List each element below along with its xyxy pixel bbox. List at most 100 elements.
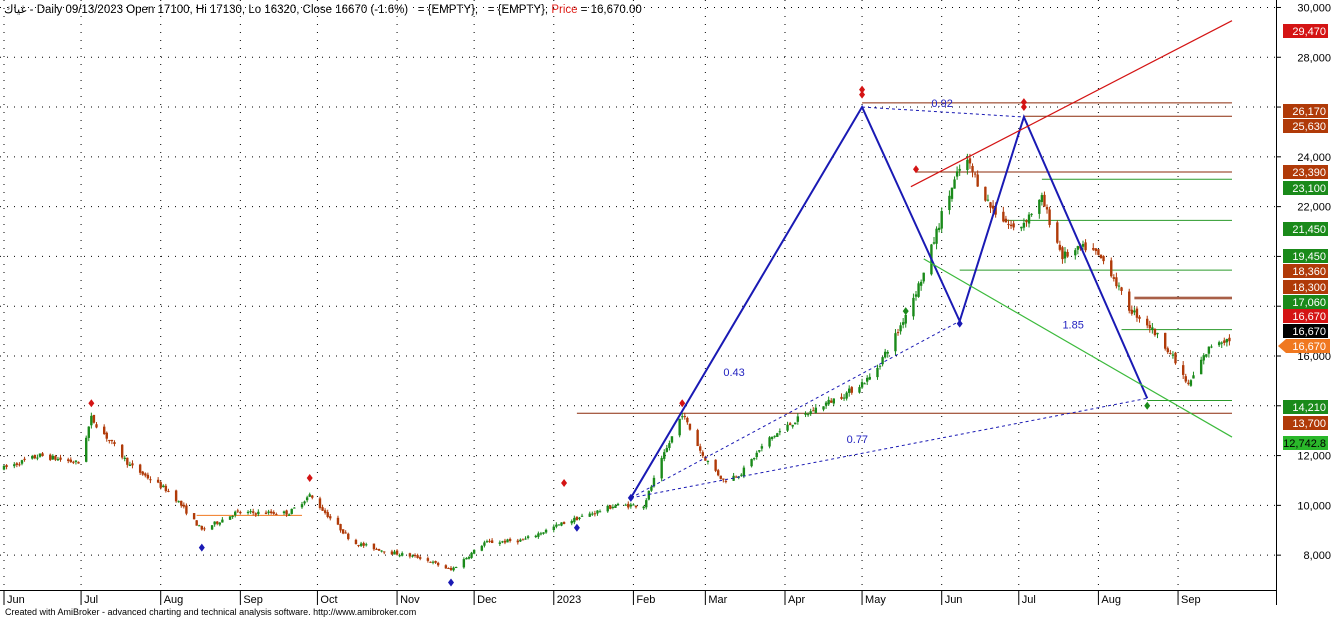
- candle-body: [375, 548, 378, 550]
- ratio-label: 0.77: [847, 434, 868, 446]
- candle-body: [365, 544, 368, 546]
- candle-body: [210, 525, 214, 530]
- price-tag: 25,630: [1283, 119, 1328, 133]
- ratio-label: 0.43: [723, 367, 744, 379]
- candle-body: [454, 567, 458, 569]
- candle-body: [123, 457, 126, 459]
- x-axis: Jun Jul Aug Sep Oct Nov Dec 2023 Feb Mar Apr May Jun…: [3, 590, 1201, 606]
- candle-body: [90, 415, 93, 426]
- candle-body: [953, 179, 956, 189]
- candle-body: [976, 174, 979, 187]
- price-tag-label: 21,450: [1292, 224, 1326, 236]
- candle-body: [914, 294, 918, 297]
- candle-body: [503, 540, 507, 543]
- candle-body: [444, 565, 448, 569]
- candle-body: [120, 444, 124, 458]
- price-tag: 23,100: [1283, 181, 1328, 195]
- candle-body: [357, 545, 360, 547]
- candle-body: [418, 557, 422, 559]
- price-tag: 13,700: [1283, 416, 1328, 430]
- y-tick-label: 10,000: [1297, 500, 1331, 512]
- price-tag: 16,670: [1283, 309, 1328, 323]
- candle-body: [218, 522, 221, 525]
- candle-body: [683, 416, 686, 418]
- candle-body: [919, 281, 923, 286]
- candle-body: [958, 168, 961, 171]
- candle-body: [755, 452, 758, 458]
- candle-body: [1151, 327, 1154, 330]
- candle-body: [1009, 224, 1013, 227]
- candle-body: [177, 501, 180, 503]
- candle-body: [141, 471, 144, 475]
- candle-body: [663, 452, 666, 459]
- candle-body: [704, 457, 707, 461]
- candle-body: [984, 186, 987, 201]
- x-tick-label: Aug: [1101, 594, 1121, 606]
- candle-body: [688, 423, 692, 430]
- candle-body: [1138, 316, 1141, 319]
- candle-body: [1120, 287, 1123, 291]
- candle-body: [1002, 211, 1005, 222]
- candle-body: [275, 514, 278, 516]
- candle-body: [311, 495, 314, 498]
- candle-body: [894, 333, 897, 352]
- candle-body: [832, 398, 835, 404]
- x-tick-label: May: [865, 594, 886, 606]
- candle-body: [67, 459, 70, 461]
- candle-body: [329, 516, 332, 519]
- candle-body: [555, 524, 558, 527]
- y-tick-label: 16,000: [1297, 351, 1331, 363]
- candle-body: [966, 159, 969, 171]
- candle-body: [645, 500, 648, 508]
- candle-body: [904, 314, 907, 324]
- candle-body: [1153, 328, 1157, 336]
- candle-body: [180, 500, 183, 506]
- candle-body: [922, 272, 925, 282]
- price-tag-label: 12,742.8: [1283, 438, 1326, 450]
- price-tag-label: 16,670: [1292, 341, 1326, 353]
- x-tick-label: Aug: [164, 594, 184, 606]
- candle-body: [1058, 244, 1062, 250]
- candle-body: [300, 504, 304, 508]
- candle-body: [1022, 222, 1026, 228]
- candle-body: [1048, 209, 1051, 225]
- candle-body: [398, 555, 401, 557]
- price-tag-box: [1283, 416, 1328, 430]
- price-tag: 16,670: [1283, 324, 1328, 338]
- candle-body: [436, 562, 440, 566]
- x-tick-label: Mar: [708, 594, 727, 606]
- x-tick-label: Dec: [477, 594, 497, 606]
- candle-body: [681, 416, 684, 418]
- candle-body: [758, 450, 761, 452]
- chart-header: غياك - Daily 09/13/2023 Open 17100, Hi 1…: [4, 3, 642, 16]
- candle-body: [886, 351, 889, 354]
- candle-body: [791, 424, 794, 427]
- candle-body: [429, 561, 432, 563]
- price-tag-box: [1283, 436, 1328, 450]
- candle-body: [950, 187, 954, 199]
- candle-body: [359, 543, 363, 546]
- candle-body: [72, 461, 75, 463]
- price-tag-box: [1283, 309, 1328, 323]
- candle-body: [616, 503, 620, 506]
- swing-low-marker: [198, 543, 205, 552]
- candle-body: [467, 556, 471, 559]
- swing-high-marker: [1020, 103, 1027, 112]
- price-tag-label: 23,100: [1292, 183, 1326, 195]
- candle-body: [192, 513, 196, 520]
- price-tag-box: [1283, 295, 1328, 309]
- candle-body: [36, 457, 39, 459]
- x-tick-label: Jul: [84, 594, 98, 606]
- candle-body: [488, 540, 491, 542]
- candle-body: [1115, 277, 1118, 287]
- candle-body: [236, 510, 239, 512]
- candle-body: [750, 459, 753, 467]
- candle-body: [611, 506, 615, 508]
- candle-body: [1097, 249, 1100, 255]
- swing-markers: [88, 85, 1151, 587]
- price-tag-box: [1283, 280, 1328, 294]
- candle-body: [146, 474, 150, 479]
- swing-high-marker: [306, 473, 313, 482]
- price-tag-label: 17,060: [1292, 297, 1326, 309]
